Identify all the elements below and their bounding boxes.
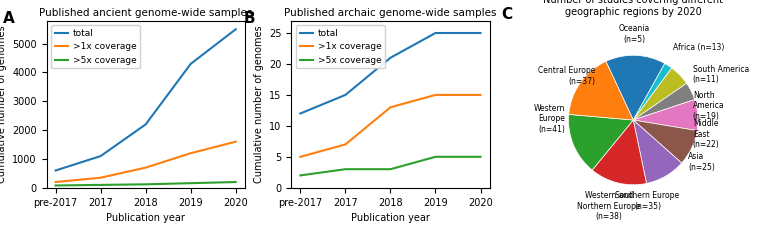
total (430, 32, 440, 34)
Text: South America
(n=11): South America (n=11) (693, 65, 749, 85)
Line: >5x coverage: >5x coverage (56, 182, 235, 185)
>1x coverage (430, 93, 440, 96)
Wedge shape (592, 120, 646, 185)
>5x coverage (296, 174, 305, 177)
total (341, 93, 350, 96)
>5x coverage (476, 155, 485, 158)
Text: Western and
Northern Europe
(n=38): Western and Northern Europe (n=38) (577, 191, 640, 221)
Wedge shape (606, 55, 665, 120)
>1x coverage (141, 166, 151, 169)
Wedge shape (569, 114, 633, 170)
total (186, 63, 195, 65)
>5x coverage (186, 182, 195, 185)
Text: Middle
East
(n=22): Middle East (n=22) (693, 119, 720, 149)
>1x coverage (96, 176, 106, 179)
Legend: total, >1x coverage, >5x coverage: total, >1x coverage, >5x coverage (296, 25, 385, 68)
Legend: total, >1x coverage, >5x coverage: total, >1x coverage, >5x coverage (51, 25, 140, 68)
>1x coverage (476, 93, 485, 96)
total (476, 32, 485, 34)
total (96, 155, 106, 158)
>1x coverage (385, 106, 395, 109)
>5x coverage (341, 168, 350, 171)
Title: Number of studies covering different
geographic regions by 2020: Number of studies covering different geo… (543, 0, 723, 16)
Title: Published ancient genome-wide samples: Published ancient genome-wide samples (39, 8, 253, 19)
Text: Southern Europe
(n=35): Southern Europe (n=35) (615, 191, 680, 211)
>5x coverage (51, 184, 61, 187)
>5x coverage (430, 155, 440, 158)
total (51, 169, 61, 172)
total (231, 28, 240, 31)
Wedge shape (633, 83, 695, 120)
Text: Asia
(n=25): Asia (n=25) (688, 153, 715, 172)
Line: >5x coverage: >5x coverage (301, 157, 480, 175)
Text: B: B (244, 11, 256, 26)
Text: Central Europe
(n=37): Central Europe (n=37) (538, 66, 596, 86)
>5x coverage (231, 181, 240, 183)
Wedge shape (569, 61, 633, 120)
Text: Africa (n=13): Africa (n=13) (674, 43, 725, 52)
Text: Oceania
(n=5): Oceania (n=5) (619, 24, 650, 44)
>1x coverage (341, 143, 350, 146)
Wedge shape (633, 120, 697, 163)
>1x coverage (186, 152, 195, 155)
Line: total: total (56, 29, 235, 170)
>1x coverage (51, 181, 61, 183)
Text: A: A (3, 11, 15, 26)
Wedge shape (633, 68, 687, 120)
Text: North
America
(n=19): North America (n=19) (693, 91, 724, 121)
total (385, 56, 395, 59)
>1x coverage (231, 140, 240, 143)
>1x coverage (296, 155, 305, 158)
X-axis label: Publication year: Publication year (106, 213, 185, 223)
Wedge shape (633, 63, 672, 120)
Text: Western
Europe
(n=41): Western Europe (n=41) (534, 104, 565, 134)
Wedge shape (633, 100, 698, 131)
X-axis label: Publication year: Publication year (351, 213, 430, 223)
Line: >1x coverage: >1x coverage (301, 95, 480, 157)
Text: C: C (501, 7, 512, 22)
>5x coverage (385, 168, 395, 171)
Line: total: total (301, 33, 480, 114)
Y-axis label: Cumulative number of genomes: Cumulative number of genomes (0, 25, 7, 183)
Title: Published archaic genome-wide samples: Published archaic genome-wide samples (284, 8, 497, 19)
total (141, 123, 151, 126)
Line: >1x coverage: >1x coverage (56, 142, 235, 182)
Y-axis label: Cumulative number of genomes: Cumulative number of genomes (253, 25, 263, 183)
Wedge shape (633, 120, 681, 183)
>5x coverage (96, 183, 106, 186)
>5x coverage (141, 183, 151, 186)
total (296, 112, 305, 115)
